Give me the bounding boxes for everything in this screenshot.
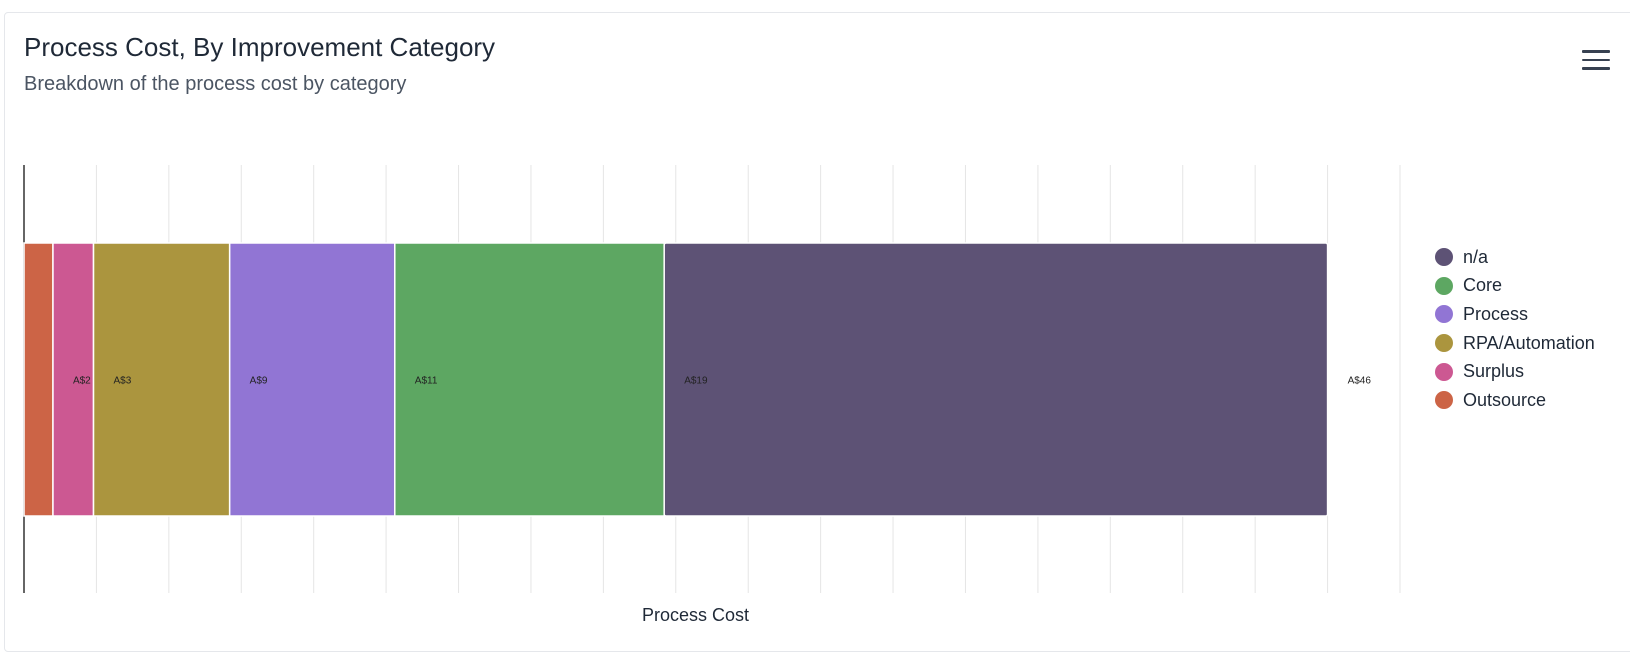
legend-label: Core <box>1463 275 1503 296</box>
chart-legend: n/a Core Process RPA/Automation Surplus Outso… <box>1435 243 1595 415</box>
legend-label: Surplus <box>1463 361 1525 382</box>
chart-title: Process Cost, By Improvement Category <box>24 32 496 62</box>
legend-item-process[interactable]: Process <box>1435 300 1595 329</box>
legend-marker <box>1435 362 1453 381</box>
legend-marker <box>1435 248 1453 267</box>
data-label: A$3 <box>114 376 132 387</box>
legend-label: Outsource <box>1463 389 1547 410</box>
x-axis-label: Process Cost <box>642 605 750 625</box>
bar-segment-process[interactable] <box>228 242 396 517</box>
bar-segment-rpa-automation[interactable] <box>92 242 231 517</box>
legend-marker <box>1435 276 1453 295</box>
chart-subtitle: Breakdown of the process cost by categor… <box>24 73 407 95</box>
legend-item-core[interactable]: Core <box>1435 272 1595 301</box>
data-label: A$19 <box>684 376 708 387</box>
legend-label: n/a <box>1463 246 1489 267</box>
bar-segment-outsource[interactable] <box>23 242 54 517</box>
bar-segment-n-a[interactable] <box>663 242 1329 517</box>
data-label: A$9 <box>250 376 268 387</box>
legend-marker <box>1435 391 1453 410</box>
legend-item-surplus[interactable]: Surplus <box>1435 357 1595 386</box>
menu-line <box>1582 58 1610 61</box>
legend-item-outsource[interactable]: Outsource <box>1435 386 1595 415</box>
legend-label: RPA/Automation <box>1463 332 1595 353</box>
legend-label: Process <box>1463 303 1529 324</box>
legend-marker <box>1435 305 1453 324</box>
bar-segment-core[interactable] <box>394 242 665 517</box>
menu-line <box>1582 67 1610 70</box>
menu-line <box>1582 50 1610 53</box>
total-label: A$46 <box>1348 376 1372 387</box>
legend-item-rpa-automation[interactable]: RPA/Automation <box>1435 329 1595 358</box>
data-label: A$2 <box>73 376 91 387</box>
bar-segment-surplus[interactable] <box>52 242 95 517</box>
legend-item-n-a[interactable]: n/a <box>1435 243 1595 272</box>
legend-marker <box>1435 334 1453 353</box>
data-label: A$11 <box>415 376 438 387</box>
hamburger-menu-icon[interactable] <box>1582 50 1610 74</box>
